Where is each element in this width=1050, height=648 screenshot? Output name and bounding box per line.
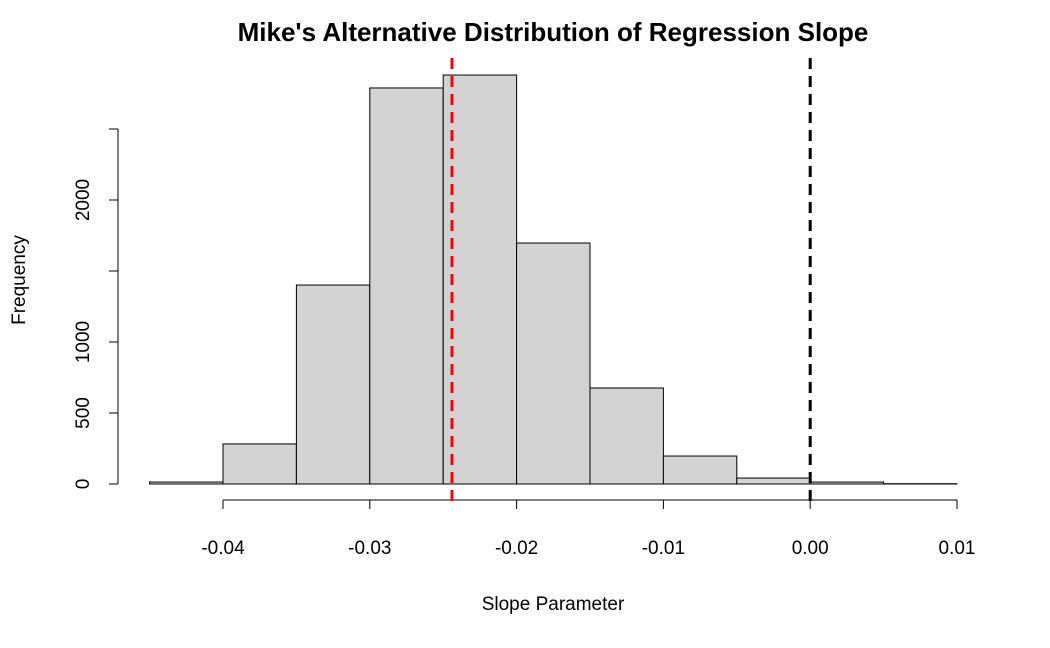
bar xyxy=(516,242,591,485)
bar xyxy=(149,481,224,485)
bar xyxy=(736,477,811,485)
bar xyxy=(442,74,518,485)
chart-title: Mike's Alternative Distribution of Regre… xyxy=(238,17,869,47)
y-tick-label: 500 xyxy=(73,397,94,429)
x-tick-label: -0.03 xyxy=(348,538,391,559)
y-axis-label: Frequency xyxy=(9,235,30,325)
bar xyxy=(589,387,664,485)
bar xyxy=(369,87,444,485)
bar xyxy=(222,443,297,485)
x-tick-label: -0.04 xyxy=(201,538,245,559)
y-tick-label: 0 xyxy=(73,479,94,490)
x-tick-label: -0.02 xyxy=(495,538,538,559)
bar xyxy=(295,284,371,485)
bar xyxy=(809,481,885,485)
x-tick-label: 0.01 xyxy=(939,538,976,559)
x-tick-label: 0.00 xyxy=(792,538,829,559)
bar xyxy=(662,455,738,485)
y-tick-label: 2000 xyxy=(73,179,94,221)
y-tick-label: 1000 xyxy=(73,321,94,363)
x-axis-label: Slope Parameter xyxy=(482,594,625,615)
x-tick-label: -0.01 xyxy=(642,538,685,559)
